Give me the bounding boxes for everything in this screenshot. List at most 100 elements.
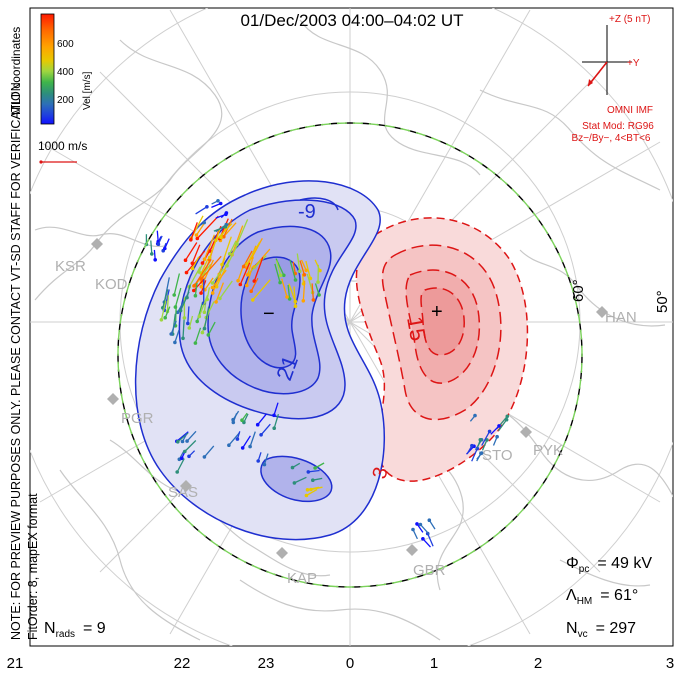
velocity-vector-origin — [202, 310, 207, 315]
velocity-vector-origin — [272, 413, 276, 418]
velocity-vector-origin — [202, 257, 207, 262]
velocity-vector — [427, 533, 434, 547]
latitude-label-60: 60° — [570, 279, 587, 302]
velocity-vector-origin — [298, 269, 302, 274]
velocity-vector-origin — [210, 281, 215, 285]
velocity-vector — [176, 458, 185, 473]
radar-stations — [91, 238, 608, 559]
station-marker — [520, 426, 532, 438]
velocity-vector — [296, 253, 301, 272]
velocity-vector-origin — [316, 280, 320, 284]
velocity-vector-origin — [305, 488, 310, 492]
velocity-vector-origin — [163, 315, 167, 320]
velocity-vector — [302, 280, 306, 301]
velocity-vector-origin — [225, 264, 229, 268]
velocity-vector — [207, 321, 216, 336]
velocity-vector-origin — [192, 283, 197, 288]
velocity-vector-origin — [306, 470, 311, 474]
velocity-vector-origin — [202, 326, 207, 331]
velocity-vector-origin — [222, 234, 226, 239]
velocity-vector-origin — [304, 493, 309, 498]
velocity-vector-origin — [210, 291, 215, 295]
velocity-vector-origin — [292, 481, 297, 485]
velocity-vector — [305, 260, 312, 279]
station-marker — [406, 544, 418, 556]
velocity-vector-origin — [235, 242, 239, 246]
velocity-vector-origin — [240, 418, 244, 423]
velocity-vector-origin — [218, 296, 222, 301]
station-marker — [276, 547, 288, 559]
velocity-vector-origin — [224, 212, 228, 217]
velocity-vector-origin — [199, 285, 204, 289]
velocity-vector-origin — [195, 236, 200, 241]
velocity-vector-origin — [259, 433, 263, 437]
station-label-pgr: PGR — [121, 410, 154, 427]
velocity-vector-origin — [304, 268, 309, 273]
velocity-vector — [231, 225, 244, 255]
station-marker — [107, 393, 119, 405]
velocity-vector — [194, 327, 202, 344]
colorbar-tick-200: 200 — [57, 95, 74, 106]
velocity-vector-origin — [194, 233, 199, 237]
velocity-vector — [257, 413, 268, 426]
velocity-vector-origin — [255, 422, 260, 427]
velocity-vector — [195, 222, 206, 236]
velocity-vector — [471, 448, 478, 462]
velocity-vector — [209, 229, 221, 258]
station-label-sto: STO — [482, 447, 513, 464]
velocity-vector — [249, 431, 256, 447]
velocity-vector-origin — [172, 293, 176, 297]
velocity-vector — [184, 242, 198, 261]
velocity-vector — [246, 259, 254, 275]
velocity-vector-origin — [290, 465, 295, 470]
station-label-gbr: GBR — [413, 562, 446, 579]
velocity-vector — [203, 306, 210, 329]
velocity-vector — [221, 236, 232, 265]
hm-boundary-green — [117, 122, 583, 588]
velocity-vector-origin — [182, 316, 187, 320]
contour-label-neg9: -9 — [298, 201, 316, 223]
velocity-vector-origin — [245, 283, 249, 288]
station-marker — [180, 480, 192, 492]
mlt-tick-23: 23 — [258, 655, 275, 672]
velocity-vector — [206, 287, 211, 300]
velocity-vector-origin — [214, 300, 218, 304]
neg-cell-center-marker: − — [263, 303, 275, 325]
velocity-vector — [182, 319, 185, 339]
station-marker — [91, 238, 103, 250]
imf-conditions: Bz−/By−, 4<BT<6 — [572, 133, 651, 144]
velocity-vector-origin — [180, 439, 185, 444]
velocity-vector — [251, 237, 263, 259]
velocity-vector — [184, 440, 197, 452]
velocity-vector — [242, 435, 251, 449]
velocity-vector — [187, 306, 190, 324]
velocity-vector — [226, 245, 238, 267]
velocity-vector-origin — [187, 454, 191, 459]
velocity-vector-origin — [504, 417, 509, 422]
velocity-vector — [306, 273, 314, 293]
velocity-vector — [253, 257, 264, 282]
velocity-vector-origin — [197, 314, 202, 319]
velocity-vector-origin — [169, 332, 173, 336]
velocity-vector — [273, 414, 280, 429]
velocity-vector-origin — [236, 278, 240, 283]
velocity-vector — [294, 476, 307, 484]
velocity-vector-origin — [231, 417, 235, 422]
velocity-vector — [192, 256, 200, 269]
velocity-vector — [163, 289, 170, 311]
velocity-vector-origin — [249, 289, 253, 294]
velocity-vector-origin — [293, 304, 298, 309]
velocity-vector-origin — [195, 319, 199, 324]
velocity-vector-origin — [245, 262, 249, 266]
velocity-vector-origin — [272, 426, 277, 431]
velocity-vector — [174, 287, 182, 308]
velocity-vector — [481, 439, 488, 451]
velocity-vector — [160, 300, 167, 320]
station-marker — [596, 306, 608, 318]
velocity-vector-origin — [495, 434, 499, 439]
velocity-vector — [198, 294, 209, 317]
velocity-vector — [490, 425, 500, 435]
velocity-vector — [307, 486, 320, 491]
vector-scale-label: 1000 m/s — [38, 139, 87, 153]
hm-boundary-latitude: ΛHM = 61° — [566, 587, 638, 607]
